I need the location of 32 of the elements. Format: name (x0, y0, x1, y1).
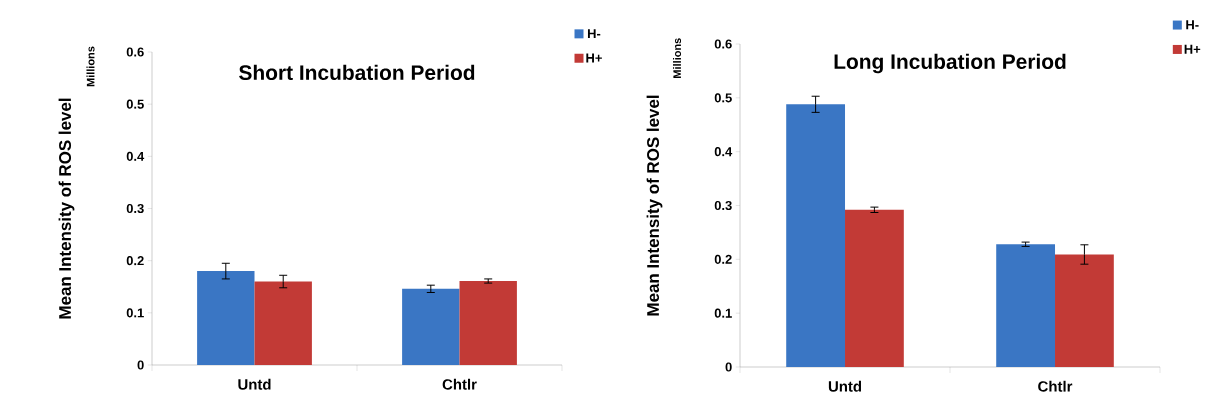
y-tick-label: 0.5 (126, 99, 144, 109)
y-axis-title: Mean Intensity of ROS level (646, 95, 663, 316)
chart-title: Long Incubation Period (834, 53, 1066, 74)
bar (996, 244, 1056, 367)
y-tick-label: 0.4 (126, 151, 145, 161)
y-tick-label: 0.5 (714, 93, 732, 103)
bar (845, 209, 904, 367)
text: Millions (86, 46, 95, 87)
y-axis-title: Mean Intensity of ROS level (58, 98, 75, 319)
legend-label: H+ (1184, 44, 1201, 54)
y-tick-label: 0.3 (714, 200, 732, 211)
y-tick-label: 0.6 (126, 47, 144, 57)
y-tick-label: 0 (137, 360, 144, 370)
y-tick-label: 0.3 (126, 203, 144, 214)
x-tick-label: Chtlr (442, 378, 477, 390)
bar (786, 104, 846, 367)
x-tick-label: Chtlr (1038, 380, 1073, 392)
x-tick-label: Untd (238, 378, 271, 390)
y-tick-label: 0.6 (714, 39, 732, 49)
legend-label: H- (587, 29, 601, 39)
bar (1055, 254, 1114, 367)
legend-label: H- (1186, 20, 1199, 30)
y-tick-label: 0.2 (126, 256, 144, 266)
y-tick-label: 0.1 (714, 308, 732, 318)
y-tick-label: 0.4 (714, 147, 733, 157)
y-tick-label: 0.2 (714, 254, 732, 264)
y-tick-label: 0.1 (126, 308, 144, 318)
y-tick-label: 0 (725, 362, 732, 372)
chart-title: Short Incubation Period (239, 64, 475, 81)
legend-label: H+ (586, 53, 602, 63)
text: Millions (672, 38, 682, 78)
x-tick-label: Untd (828, 380, 862, 392)
